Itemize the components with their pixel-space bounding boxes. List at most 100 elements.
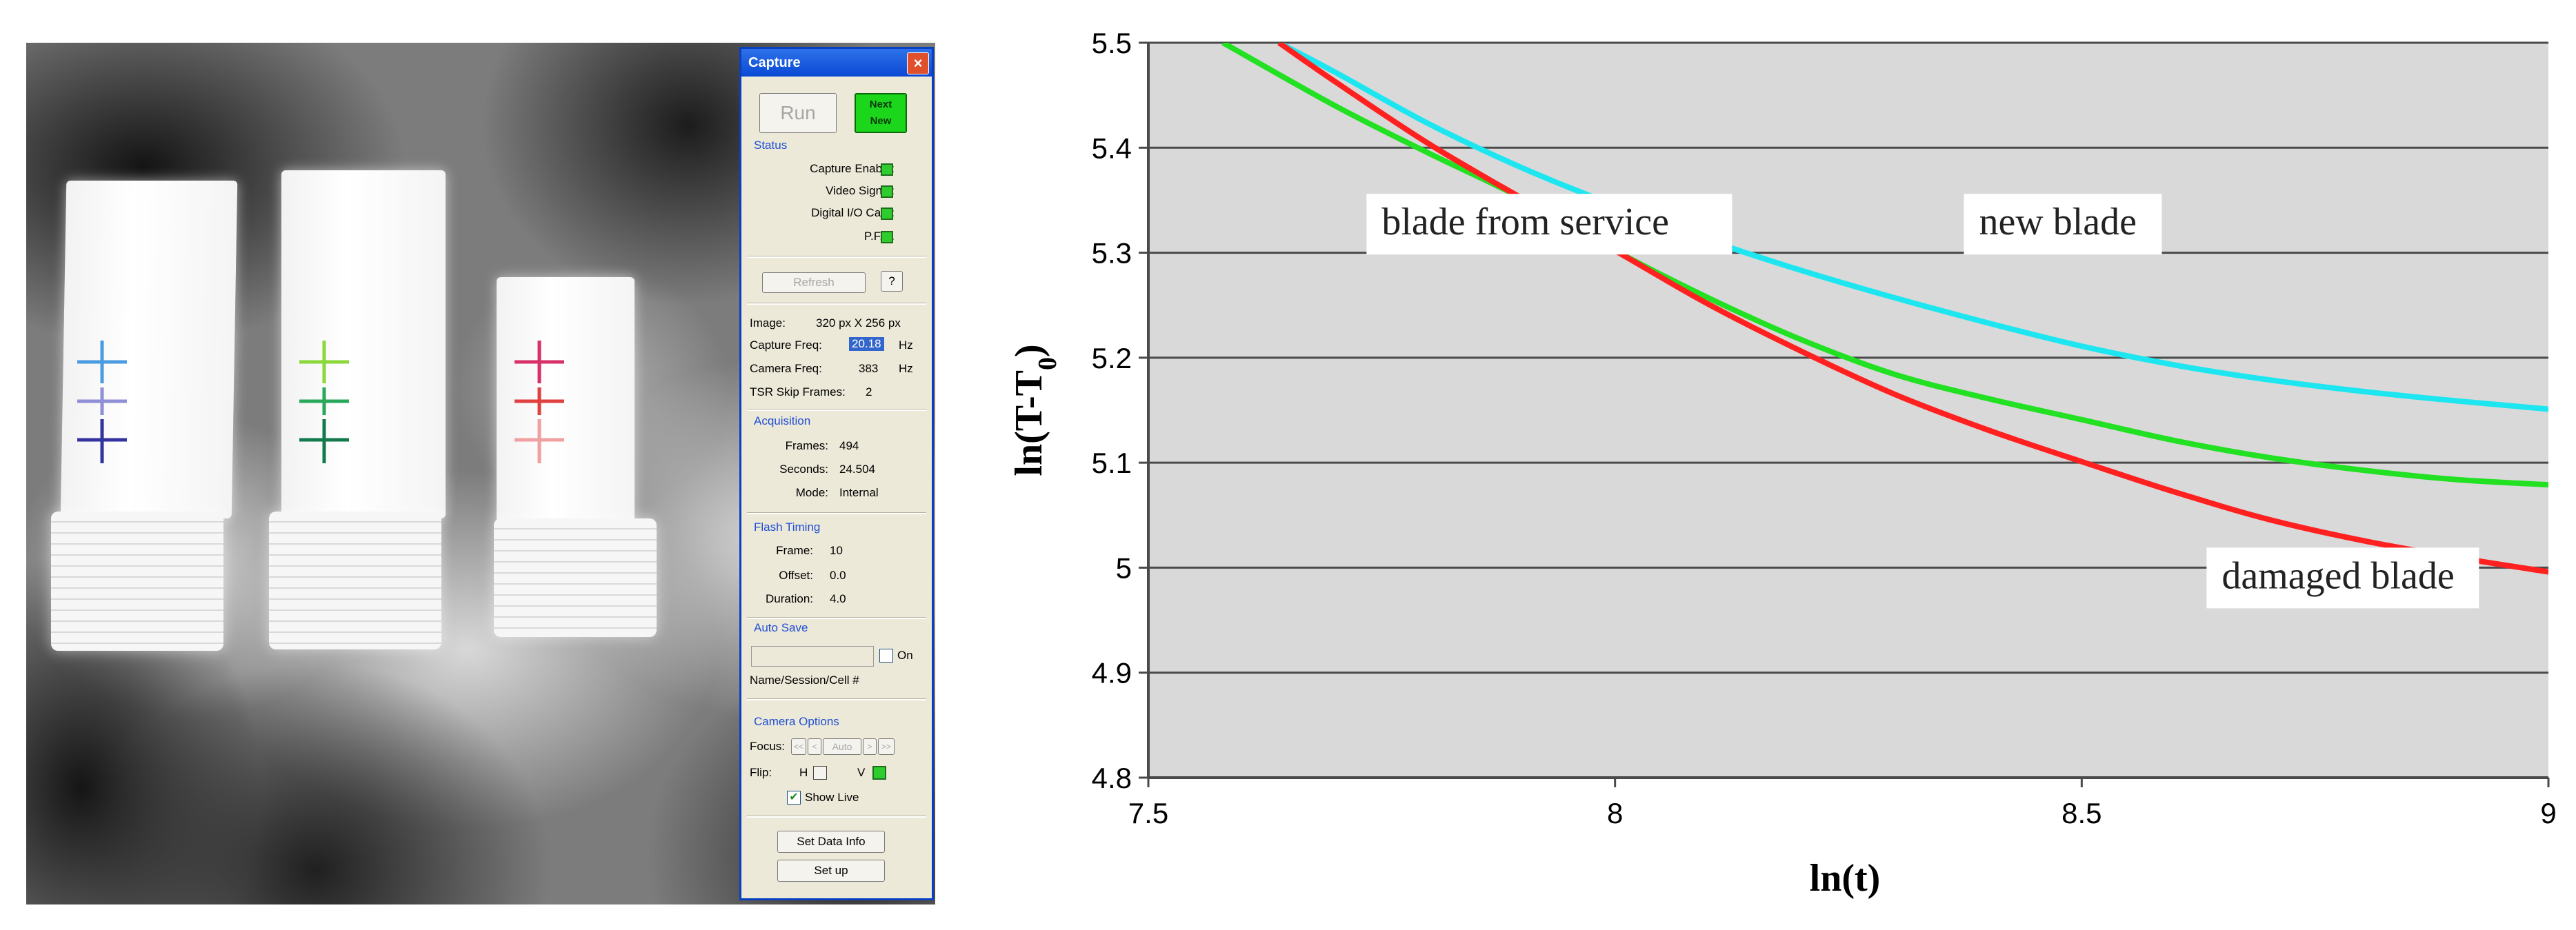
measurement-markers <box>77 341 564 463</box>
frames-value: 494 <box>839 439 859 452</box>
y-tick-label: 5 <box>1116 552 1132 584</box>
marker-cross <box>299 387 349 415</box>
auto-save-checkbox[interactable] <box>879 649 893 663</box>
flash-offset-value: 0.0 <box>830 569 846 582</box>
pfc-indicator <box>881 231 893 243</box>
camera-freq-unit: Hz <box>899 362 913 375</box>
y-tick-label: 4.9 <box>1092 657 1132 689</box>
auto-save-group-title: Auto Save <box>754 621 808 634</box>
annotation-text: damaged blade <box>2221 554 2454 597</box>
axes <box>1147 43 2548 779</box>
capture-titlebar[interactable]: Capture × <box>741 49 932 77</box>
flash-timing-group-title: Flash Timing <box>754 520 821 534</box>
divider <box>747 409 926 411</box>
marker-cross <box>77 341 127 383</box>
status-capture-enable: Capture Enable: <box>810 162 895 175</box>
name-session-cell-label: Name/Session/Cell # <box>750 674 859 687</box>
annotation-text: new blade <box>1979 201 2137 243</box>
capture-title: Capture <box>748 55 801 70</box>
capture-enable-indicator <box>881 163 893 176</box>
series-line-new-blade <box>1277 43 2548 412</box>
status-digital-io: Digital I/O Card: <box>811 206 895 219</box>
divider <box>747 256 926 258</box>
next-new-button[interactable]: Next New <box>855 93 907 133</box>
marker-cross <box>77 419 127 463</box>
flash-frame-label: Frame: <box>776 544 813 557</box>
show-live-checkbox[interactable]: ✔ <box>787 791 801 805</box>
divider <box>747 816 926 818</box>
divider <box>747 617 926 619</box>
status-video-signal: Video Signal: <box>826 184 895 197</box>
annotations: blade from service new blade damaged blade <box>1366 194 2479 609</box>
flip-h-checkbox[interactable] <box>813 766 827 780</box>
x-tick-label: 7.5 <box>1128 797 1168 829</box>
auto-save-input[interactable] <box>751 646 874 667</box>
capture-window: Capture × Run Next New Status Capture En… <box>739 47 934 900</box>
series-line-blade-from-service <box>1221 43 2548 488</box>
y-axis-label: ln(T-T0) <box>1008 344 1062 476</box>
marker-cross <box>77 387 127 415</box>
flip-v-label: V <box>857 766 866 779</box>
series-layer <box>1221 43 2548 575</box>
x-tick-label: 8 <box>1607 797 1623 829</box>
auto-save-on-label: On <box>897 649 913 662</box>
help-button[interactable]: ? <box>881 271 903 292</box>
run-button[interactable]: Run <box>759 93 837 133</box>
new-label: New <box>870 115 892 127</box>
capture-freq-unit: Hz <box>899 338 913 352</box>
annotation-box <box>1366 194 1733 255</box>
image-size-label: Image: <box>750 316 786 330</box>
focus-auto-button[interactable]: Auto <box>823 738 861 755</box>
plot-area <box>1148 43 2548 778</box>
setup-button[interactable]: Set up <box>777 860 885 882</box>
marker-cross <box>299 341 349 383</box>
marker-cross <box>299 419 349 463</box>
camera-options-group-title: Camera Options <box>754 715 839 728</box>
flash-frame-value: 10 <box>830 544 843 557</box>
tsr-skip-label: TSR Skip Frames: <box>750 385 846 398</box>
marker-cross <box>515 341 564 383</box>
annotation-box <box>1964 194 2162 255</box>
mode-label: Mode: <box>795 486 828 499</box>
next-label: Next <box>869 99 892 110</box>
y-tick-label: 5.3 <box>1092 237 1132 270</box>
y-tick-label: 5.5 <box>1092 27 1132 59</box>
annotation-text: blade from service <box>1381 201 1669 243</box>
focus-left-button[interactable]: < <box>808 738 821 755</box>
mode-value: Internal <box>839 486 879 499</box>
focus-right-button[interactable]: > <box>863 738 877 755</box>
tsr-skip-value: 2 <box>866 385 872 398</box>
flash-duration-value: 4.0 <box>830 592 846 605</box>
marker-cross <box>515 419 564 463</box>
x-tick-label: 9 <box>2540 797 2556 829</box>
set-data-info-button[interactable]: Set Data Info <box>777 831 885 853</box>
camera-freq-value: 383 <box>859 362 879 375</box>
x-axis-label: ln(t) <box>1810 857 1881 900</box>
annotation-blade-from-service: blade from service <box>1366 194 1733 255</box>
capture-freq-label: Capture Freq: <box>750 338 822 352</box>
y-tick-label: 4.8 <box>1092 762 1132 794</box>
video-signal-indicator <box>881 185 893 198</box>
series-line-damaged-blade <box>1277 43 2548 575</box>
divider <box>747 698 926 700</box>
focus-far-left-button[interactable]: << <box>791 738 806 755</box>
marker-cross <box>515 387 564 415</box>
annotation-box <box>2206 547 2479 609</box>
divider <box>747 303 926 305</box>
blade-3-base <box>494 518 657 637</box>
y-tick-label: 5.2 <box>1092 342 1132 374</box>
refresh-button[interactable]: Refresh <box>762 272 866 293</box>
focus-far-right-button[interactable]: >> <box>878 738 895 755</box>
blade-2-base <box>269 512 441 649</box>
y-tick-label: 5.1 <box>1092 447 1132 479</box>
close-icon[interactable]: × <box>907 52 929 74</box>
blade-1-base <box>51 512 223 651</box>
divider <box>747 512 926 514</box>
digital-io-indicator <box>881 208 893 220</box>
capture-freq-input[interactable]: 20.18 <box>849 337 884 351</box>
blade-2 <box>281 170 446 518</box>
seconds-label: Seconds: <box>779 463 828 476</box>
flip-v-checkbox[interactable] <box>872 766 886 780</box>
annotation-new-blade: new blade <box>1964 194 2162 255</box>
tick-labels: 4.8 4.9 5 5.1 5.2 5.3 5.4 5.5 7.5 8 8.5 9 <box>1092 27 2557 829</box>
